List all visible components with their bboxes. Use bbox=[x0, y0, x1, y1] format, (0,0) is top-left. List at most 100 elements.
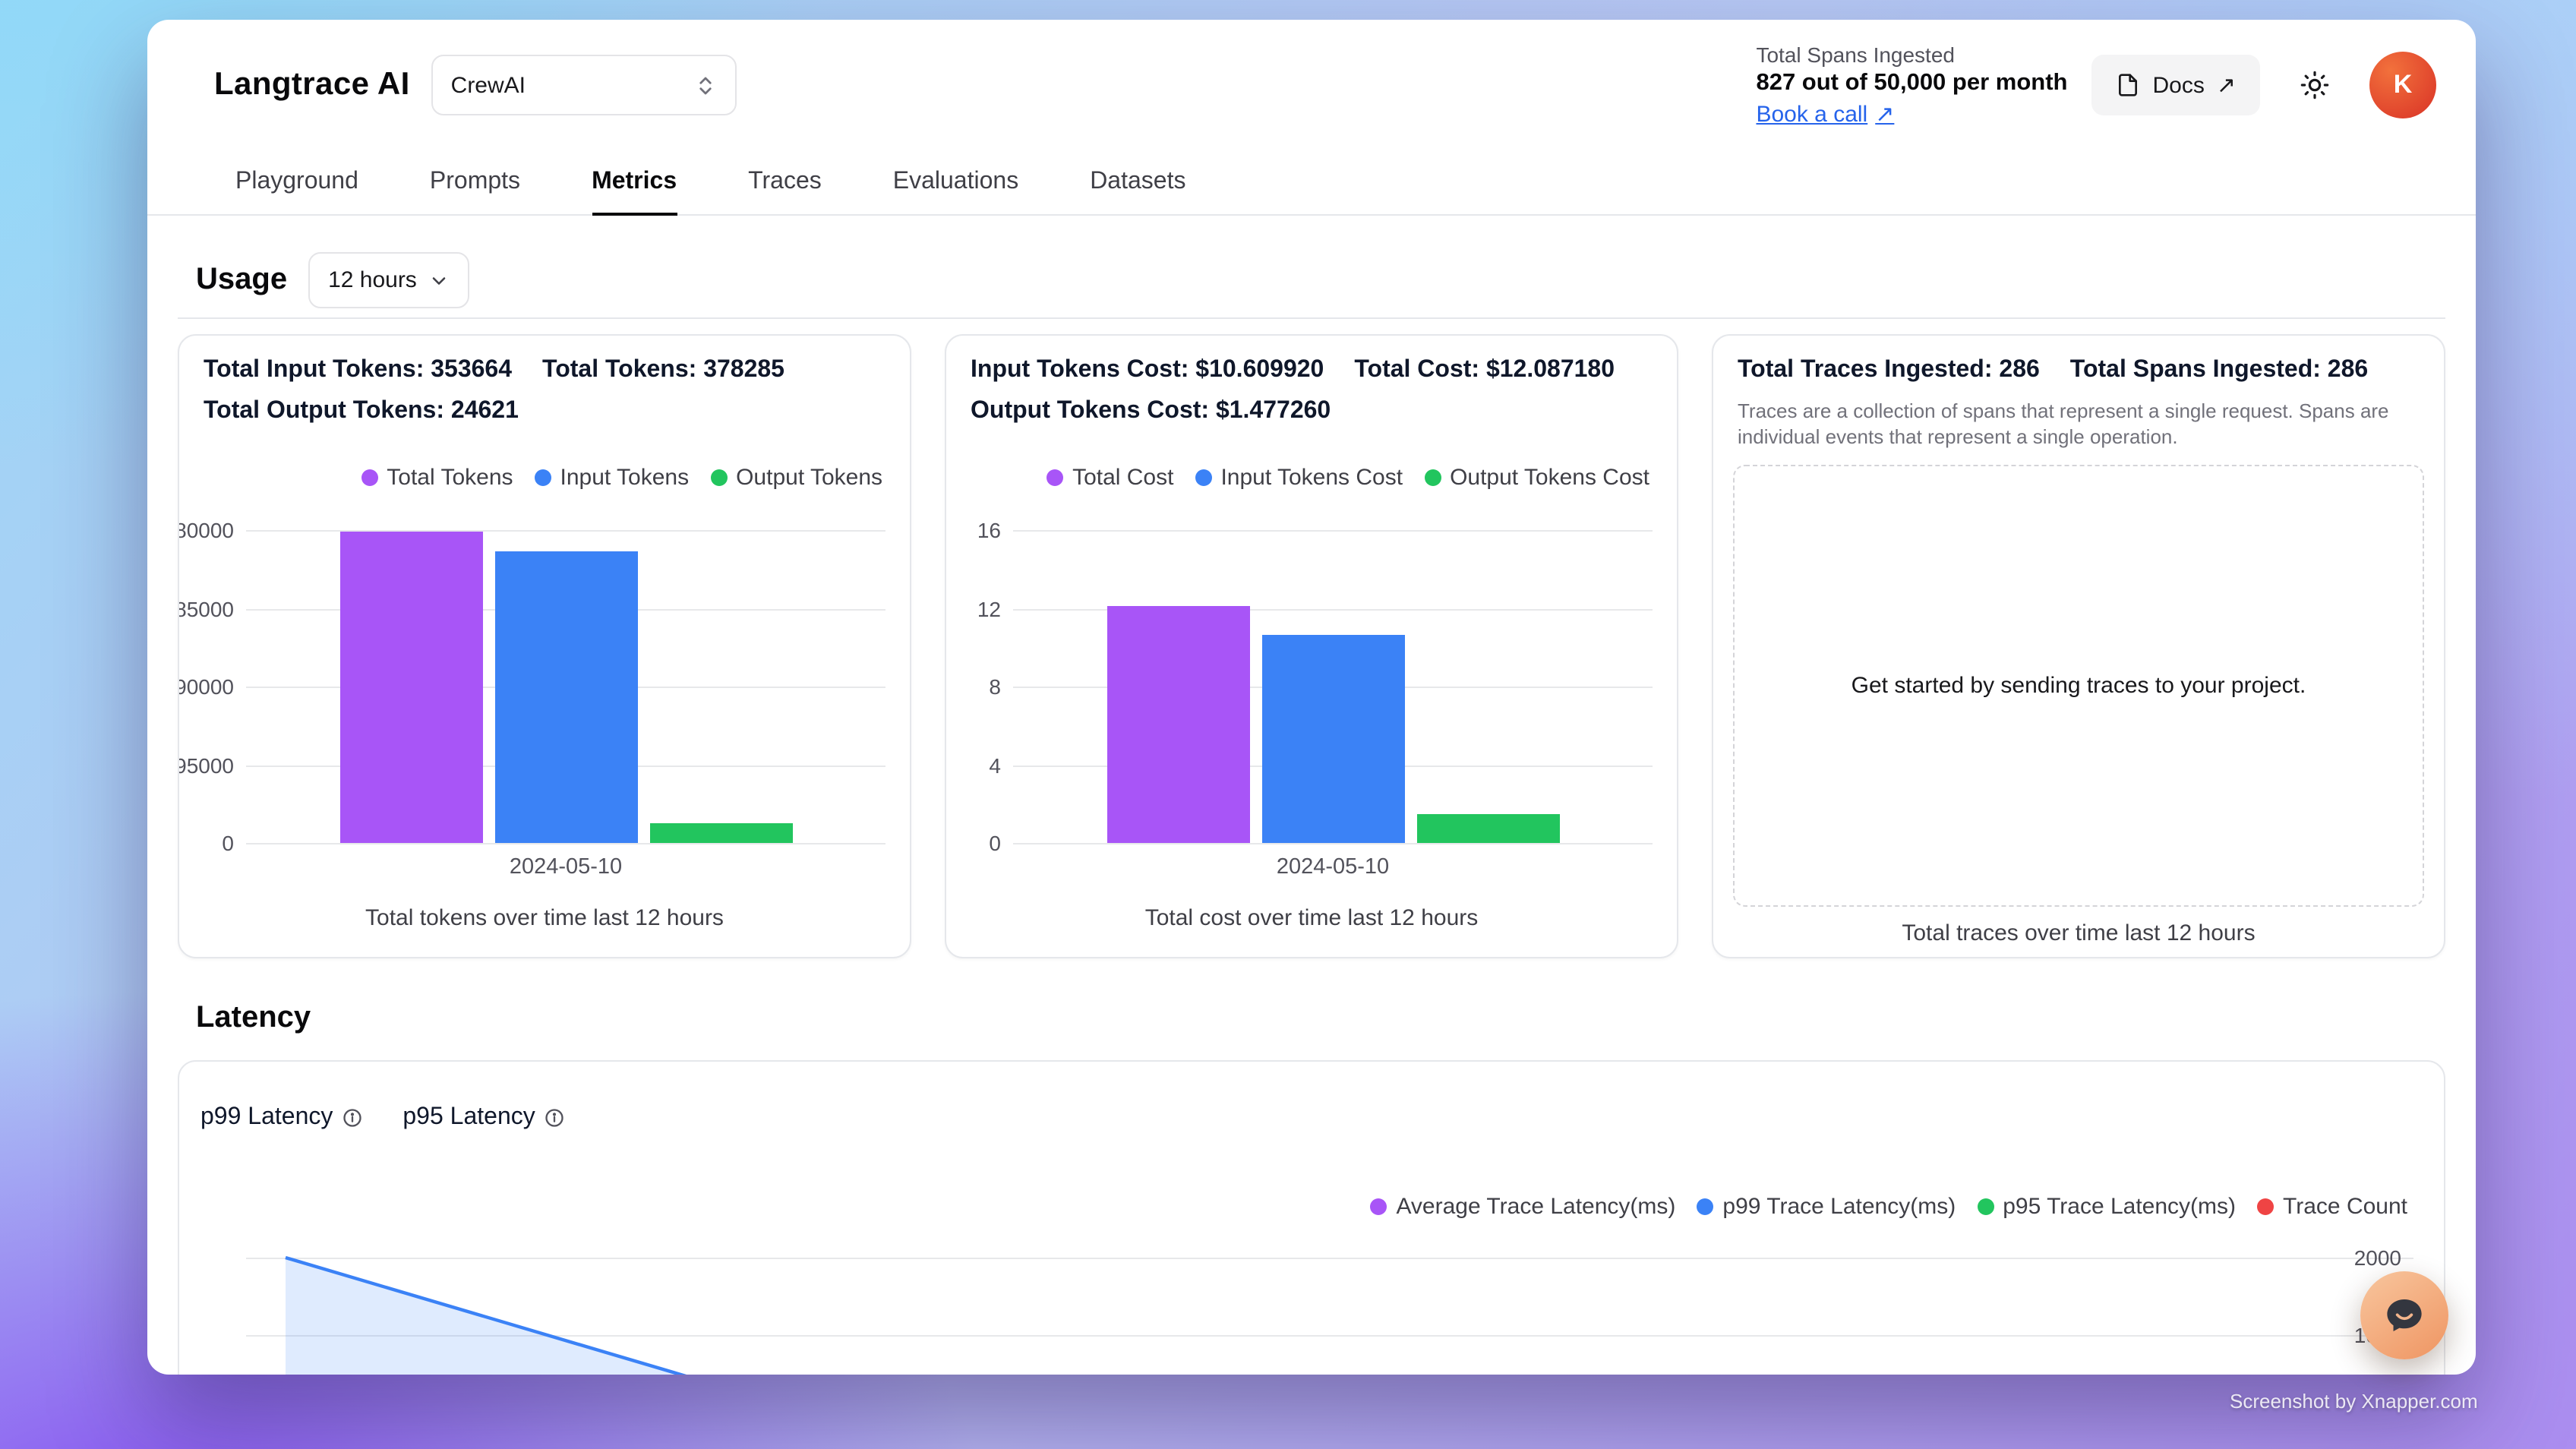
stat-input-tokens-cost: Input Tokens Cost: $10.609920 bbox=[971, 357, 1324, 383]
y-tick-label: 12 bbox=[977, 596, 1001, 620]
latency-plot: 2000 1000 bbox=[246, 1227, 2413, 1375]
stat-output-tokens-cost: Output Tokens Cost: $1.477260 bbox=[971, 398, 1331, 424]
tokens-legend: Total Tokens Input Tokens Output Tokens bbox=[179, 462, 910, 492]
latency-card: p99 Latency p95 Latency Average Trace La… bbox=[178, 1060, 2445, 1375]
y-tick-label: 0 bbox=[222, 831, 234, 855]
y-tick-label: 190000 bbox=[179, 674, 234, 699]
tab-datasets[interactable]: Datasets bbox=[1090, 169, 1186, 194]
chevron-down-icon bbox=[429, 270, 450, 291]
tab-prompts[interactable]: Prompts bbox=[429, 169, 521, 194]
bar-total-cost bbox=[1106, 606, 1249, 843]
y-tick-label: 380000 bbox=[179, 518, 234, 542]
traces-description: Traces are a collection of spans that re… bbox=[1738, 399, 2389, 448]
tokens-card: Total Input Tokens: 353664 Total Tokens:… bbox=[178, 334, 911, 958]
latency-legend: Average Trace Latency(ms) p99 Trace Laten… bbox=[179, 1191, 2444, 1221]
latency-title: Latency bbox=[196, 1001, 311, 1034]
gridline bbox=[246, 1335, 2413, 1337]
latency-line-area bbox=[285, 1255, 687, 1375]
header-right: Total Spans Ingested 827 out of 50,000 p… bbox=[1756, 43, 2436, 128]
legend-label: Total Cost bbox=[1072, 464, 1174, 490]
tab-evaluations[interactable]: Evaluations bbox=[892, 169, 1019, 194]
nav-tabs: Playground Prompts Metrics Traces Evalua… bbox=[147, 150, 2476, 216]
legend-item: Trace Count bbox=[2257, 1193, 2407, 1219]
external-arrow-icon: ↗ bbox=[1875, 102, 1895, 128]
gridline bbox=[246, 530, 886, 532]
docs-button[interactable]: Docs ↗ bbox=[2091, 55, 2260, 115]
tab-metrics[interactable]: Metrics bbox=[592, 150, 677, 216]
legend-item: p95 Trace Latency(ms) bbox=[1977, 1193, 2236, 1219]
bar-input-tokens bbox=[494, 551, 637, 843]
book-a-call-link[interactable]: Book a call ↗ bbox=[1756, 101, 1895, 128]
empty-state-text: Get started by sending traces to your pr… bbox=[1851, 673, 2306, 699]
header: Langtrace AI CrewAI Total Spans Ingested… bbox=[147, 20, 2476, 150]
tokens-plot: 0 95000 190000 285000 380000 bbox=[179, 518, 886, 855]
legend-label: p95 Trace Latency(ms) bbox=[2003, 1193, 2237, 1219]
time-range-dropdown[interactable]: 12 hours bbox=[308, 252, 470, 308]
legend-dot-icon bbox=[1195, 469, 1212, 485]
legend-dot-icon bbox=[1697, 1198, 1714, 1214]
legend-dot-icon bbox=[710, 469, 728, 485]
spans-ingested-block: Total Spans Ingested 827 out of 50,000 p… bbox=[1756, 43, 2067, 128]
chart-caption: Total tokens over time last 12 hours bbox=[365, 905, 724, 931]
legend-label: Output Tokens Cost bbox=[1450, 464, 1649, 490]
y-tick-label: 95000 bbox=[178, 753, 234, 777]
x-axis-label: 2024-05-10 bbox=[509, 855, 623, 879]
stat-total-spans-ingested: Total Spans Ingested: 286 bbox=[2069, 357, 2369, 383]
legend-item: Total Tokens bbox=[361, 464, 513, 490]
tab-traces[interactable]: Traces bbox=[748, 169, 822, 194]
tab-p99-latency[interactable]: p99 Latency bbox=[200, 1104, 363, 1132]
project-selector-value: CrewAI bbox=[450, 72, 526, 98]
stat-total-tokens: Total Tokens: 378285 bbox=[542, 357, 784, 383]
watermark: Screenshot by Xnapper.com bbox=[2230, 1390, 2478, 1413]
legend-item: Average Trace Latency(ms) bbox=[1370, 1193, 1675, 1219]
stat-total-output-tokens: Total Output Tokens: 24621 bbox=[204, 398, 519, 424]
y-tick-label: 285000 bbox=[179, 596, 234, 620]
legend-dot-icon bbox=[1046, 469, 1064, 485]
cost-legend: Total Cost Input Tokens Cost Output Tokens… bbox=[946, 462, 1677, 492]
legend-label: Input Tokens Cost bbox=[1220, 464, 1403, 490]
bar-output-tokens bbox=[649, 822, 792, 843]
bar-output-tokens-cost bbox=[1416, 813, 1559, 843]
bar-input-tokens-cost bbox=[1261, 635, 1404, 843]
legend-label: Total Tokens bbox=[387, 464, 513, 490]
tab-playground[interactable]: Playground bbox=[235, 169, 358, 194]
y-tick-label: 4 bbox=[989, 753, 1001, 777]
stat-total-traces-ingested: Total Traces Ingested: 286 bbox=[1738, 357, 2040, 383]
stat-total-input-tokens: Total Input Tokens: 353664 bbox=[204, 357, 513, 383]
legend-label: Average Trace Latency(ms) bbox=[1396, 1193, 1676, 1219]
gridline bbox=[1013, 530, 1653, 532]
chevrons-up-down-icon bbox=[694, 74, 717, 96]
document-icon bbox=[2116, 73, 2140, 97]
bars bbox=[1013, 530, 1653, 843]
legend-item: Input Tokens Cost bbox=[1195, 464, 1403, 490]
project-selector[interactable]: CrewAI bbox=[431, 55, 737, 115]
legend-dot-icon bbox=[534, 469, 551, 485]
info-icon[interactable] bbox=[342, 1107, 363, 1129]
legend-label: Trace Count bbox=[2283, 1193, 2407, 1219]
info-icon[interactable] bbox=[545, 1107, 566, 1129]
tab-p95-latency[interactable]: p95 Latency bbox=[402, 1104, 565, 1132]
y-tick-label: 8 bbox=[989, 674, 1001, 699]
traces-stats: Total Traces Ingested: 286 Total Spans I… bbox=[1713, 336, 2444, 387]
traces-empty-state: Get started by sending traces to your pr… bbox=[1733, 465, 2424, 907]
x-axis-label: 2024-05-10 bbox=[1276, 855, 1390, 879]
usage-section-header: Usage 12 hours bbox=[196, 252, 2445, 308]
legend-dot-icon bbox=[1424, 469, 1441, 485]
cost-plot: 0 4 8 12 16 bbox=[977, 518, 1653, 855]
bar-total-tokens bbox=[339, 531, 482, 843]
theme-toggle-button[interactable] bbox=[2284, 55, 2345, 115]
chat-widget-button[interactable] bbox=[2360, 1271, 2448, 1359]
gridline bbox=[1013, 608, 1653, 610]
legend-dot-icon bbox=[1977, 1198, 1994, 1214]
legend-dot-icon bbox=[2257, 1198, 2275, 1214]
app-window: Langtrace AI CrewAI Total Spans Ingested… bbox=[147, 20, 2476, 1375]
gridline bbox=[246, 843, 886, 844]
stat-total-cost: Total Cost: $12.087180 bbox=[1354, 357, 1615, 383]
y-tick-label: 16 bbox=[977, 518, 1001, 542]
cost-chart: 0 4 8 12 16 2024-05-10 bbox=[946, 518, 1677, 879]
legend-dot-icon bbox=[361, 469, 378, 485]
gridline bbox=[246, 1258, 2413, 1259]
sun-icon bbox=[2300, 70, 2330, 100]
avatar[interactable]: K bbox=[2369, 52, 2436, 118]
